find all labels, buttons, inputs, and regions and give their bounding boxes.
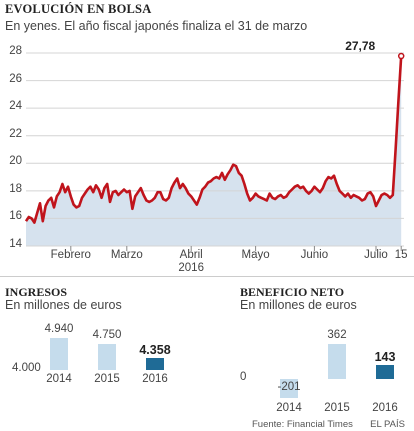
y-tick-label: 22 <box>9 127 22 140</box>
y-tick-label: 24 <box>9 100 22 113</box>
beneficio-category-label: 2014 <box>276 402 302 414</box>
x-tick-label: Mayo <box>241 249 270 261</box>
beneficio-value-label: -201 <box>277 380 301 393</box>
chart-title: EVOLUCIÓN EN BOLSA <box>5 2 152 16</box>
chart-subtitle: En yenes. El año fiscal japonés finaliza… <box>5 19 308 33</box>
ingresos-bar-2016 <box>146 357 164 370</box>
x-tick-label: Febrero <box>50 249 91 261</box>
ingresos-category-label: 2015 <box>94 373 120 385</box>
y-tick-label: 26 <box>9 72 22 85</box>
price-end-label: 27,78 <box>345 39 376 54</box>
price-area <box>26 56 402 246</box>
beneficio-bar-2016 <box>376 365 394 379</box>
beneficio-baseline-label: 0 <box>240 370 247 383</box>
y-tick-label: 28 <box>9 45 22 57</box>
ingresos-category-label: 2014 <box>46 373 72 385</box>
y-tick-label: 18 <box>9 182 22 195</box>
ingresos-title: INGRESOS <box>5 285 68 299</box>
beneficio-bar-2015 <box>328 344 346 379</box>
y-tick-label: 16 <box>9 210 22 223</box>
x-tick-sublabel: 2016 <box>178 262 204 274</box>
brand-text: EL PAÍS <box>370 419 405 430</box>
x-tick-label: 15 <box>394 249 408 261</box>
ingresos-baseline-label: 4.000 <box>12 362 41 374</box>
ingresos-subtitle: En millones de euros <box>5 298 122 312</box>
beneficio-title: BENEFICIO NETO <box>240 285 345 299</box>
beneficio-value-label: 362 <box>327 329 347 341</box>
source-note: Fuente: Financial Times EL PAÍS <box>252 419 405 430</box>
beneficio-bar-2014 <box>280 378 298 398</box>
x-tick-label: Abril <box>179 249 203 261</box>
beneficio-subtitle: En millones de euros <box>240 298 357 312</box>
ingresos-value-label: 4.940 <box>44 323 74 335</box>
ingresos-bar-2015 <box>98 344 116 370</box>
section-divider <box>0 276 414 277</box>
ingresos-category-label: 2016 <box>142 373 168 385</box>
ingresos-value-label: 4.750 <box>92 329 122 342</box>
ingresos-value-label: 4.358 <box>139 342 171 357</box>
y-tick-label: 20 <box>9 155 22 168</box>
x-tick-label: Junio <box>300 249 329 261</box>
price-line <box>24 55 403 224</box>
y-tick-label: 14 <box>9 238 22 250</box>
source-text: Fuente: Financial Times <box>252 419 353 430</box>
x-tick-label: Marzo <box>110 249 143 261</box>
beneficio-category-label: 2015 <box>324 402 350 414</box>
beneficio-value-label: 143 <box>374 350 396 364</box>
ingresos-bar-2014 <box>50 338 68 370</box>
beneficio-category-label: 2016 <box>372 402 398 414</box>
stock-line-chart <box>24 52 405 251</box>
x-tick-label: Julio <box>364 249 388 261</box>
price-end-point <box>397 52 405 60</box>
